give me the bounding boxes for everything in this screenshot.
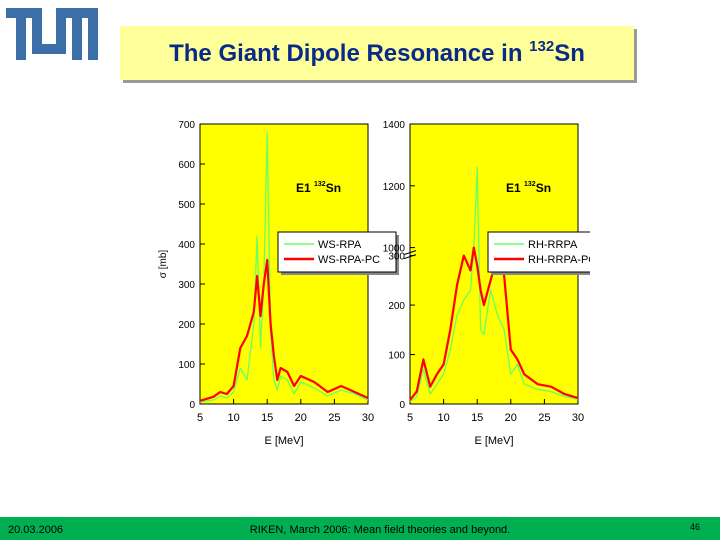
legend-label: RH-RRPA [528, 239, 578, 251]
x-tick-label: 25 [538, 412, 550, 424]
y-tick-label: 100 [388, 351, 405, 362]
series-line-ws-rpa-pc [199, 258, 369, 402]
x-tick-label: 5 [407, 412, 413, 424]
x-tick-label: 15 [261, 412, 273, 424]
legend-label: WS-RPA [318, 239, 362, 251]
y-tick-label: 400 [178, 240, 195, 251]
axis-break-mark [403, 250, 417, 256]
axis-break-mark [403, 254, 417, 260]
y-tick-label: 200 [388, 301, 405, 312]
panel-annotation: E1 132Sn [296, 181, 341, 195]
slide-title: The Giant Dipole Resonance in 132Sn [169, 38, 585, 67]
x-tick-label: 10 [227, 412, 239, 424]
x-tick-label: 20 [505, 412, 517, 424]
tum-logo [6, 8, 98, 60]
y-tick-label: 700 [178, 120, 195, 131]
y-tick-label: 1200 [383, 182, 406, 193]
y-tick-label: 100 [178, 360, 195, 371]
legend-label: RH-RRPA-PC [528, 254, 590, 266]
x-tick-label: 10 [437, 412, 449, 424]
legend-label: WS-RPA-PC [318, 254, 380, 266]
y-tick-label: 1000 [383, 244, 406, 255]
panel-annotation: E1 132Sn [506, 181, 551, 195]
y-tick-label: 600 [178, 160, 195, 171]
x-tick-label: 30 [362, 412, 374, 424]
x-tick-label: 20 [295, 412, 307, 424]
series-line-rh-rrpa-pc [409, 246, 579, 401]
y-axis-label: σ [mb] [158, 250, 169, 279]
series-line-ws-rpa [199, 131, 369, 403]
x-axis-label: E [MeV] [264, 435, 303, 447]
legend-box [277, 231, 397, 273]
page-number: 46 [690, 522, 701, 532]
footer-date: 20.03.2006 [8, 524, 64, 536]
y-tick-label: 0 [189, 400, 195, 411]
x-tick-label: 25 [328, 412, 340, 424]
legend-box [487, 231, 590, 273]
y-tick-label: 200 [178, 320, 195, 331]
slide-title-box: The Giant Dipole Resonance in 132Sn [120, 26, 634, 80]
x-tick-label: 30 [572, 412, 584, 424]
x-tick-label: 5 [197, 412, 203, 424]
footer-bar [0, 517, 720, 540]
x-tick-label: 15 [471, 412, 483, 424]
y-tick-label: 300 [178, 280, 195, 291]
y-tick-label: 500 [178, 200, 195, 211]
footer-caption: RIKEN, March 2006: Mean field theories a… [249, 524, 511, 536]
x-axis-label: E [MeV] [474, 435, 513, 447]
series-line-rh-rrpa [409, 166, 579, 403]
y-tick-label: 1400 [383, 120, 406, 131]
y-tick-label: 300 [388, 252, 405, 263]
y-tick-label: 0 [399, 400, 405, 411]
